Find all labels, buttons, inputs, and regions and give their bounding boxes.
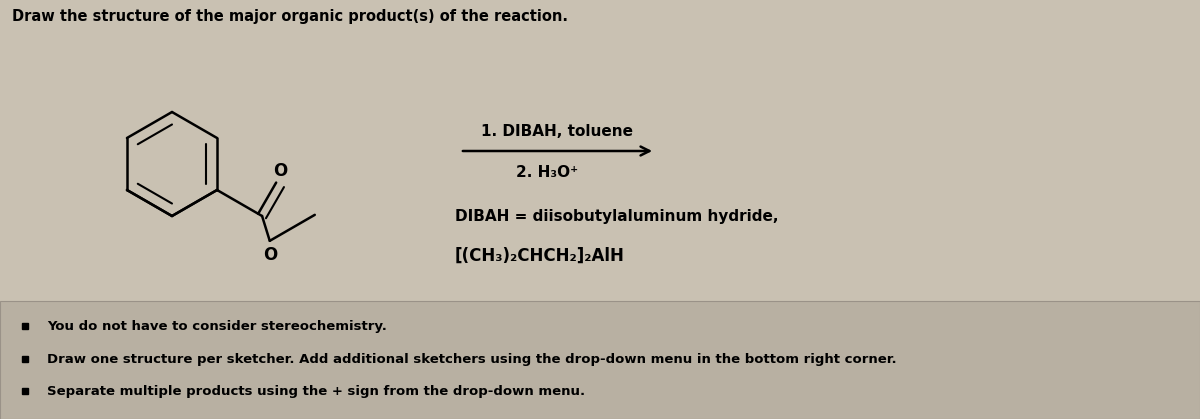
Text: Draw the structure of the major organic product(s) of the reaction.: Draw the structure of the major organic … bbox=[12, 9, 568, 24]
Text: [(CH₃)₂CHCH₂]₂AlH: [(CH₃)₂CHCH₂]₂AlH bbox=[455, 247, 625, 265]
Text: O: O bbox=[263, 246, 277, 264]
Text: Separate multiple products using the + sign from the drop-down menu.: Separate multiple products using the + s… bbox=[47, 385, 586, 398]
Text: 2. H₃O⁺: 2. H₃O⁺ bbox=[516, 165, 578, 180]
Text: You do not have to consider stereochemistry.: You do not have to consider stereochemis… bbox=[47, 320, 386, 333]
FancyBboxPatch shape bbox=[0, 301, 1200, 419]
Text: 1. DIBAH, toluene: 1. DIBAH, toluene bbox=[481, 124, 634, 139]
Text: DIBAH = diisobutylaluminum hydride,: DIBAH = diisobutylaluminum hydride, bbox=[455, 209, 779, 224]
Text: O: O bbox=[272, 162, 287, 180]
Text: Draw one structure per sketcher. Add additional sketchers using the drop-down me: Draw one structure per sketcher. Add add… bbox=[47, 352, 896, 365]
